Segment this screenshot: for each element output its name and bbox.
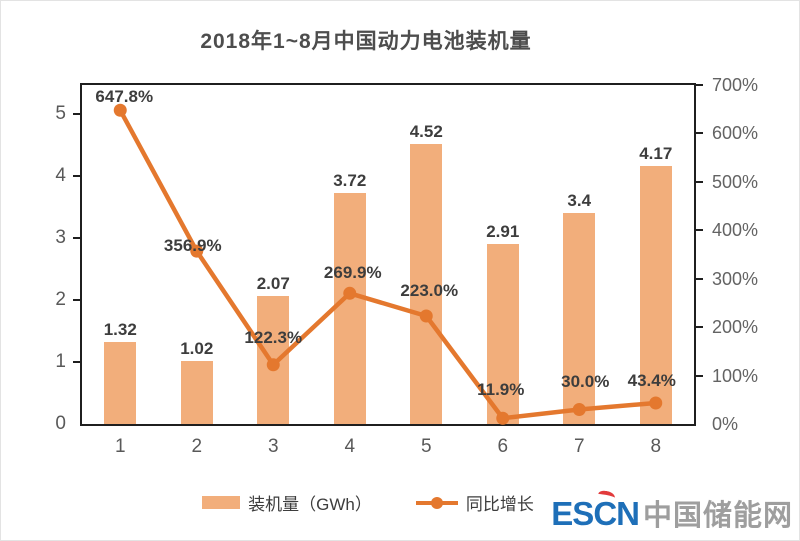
bar-value-label: 2.07 [256,273,290,293]
left-axis-tick-label: 4 [55,165,66,187]
bar-swatch-icon [202,496,241,509]
right-axis-tick [696,326,703,329]
left-axis-tick-label: 1 [55,351,66,373]
line-point [572,402,586,416]
x-axis-label-month-4: 4 [344,436,356,457]
legend-item-line: 同比增长 [415,490,534,515]
right-axis-tick [696,180,703,183]
right-axis-tick [696,374,703,377]
line-point [419,309,433,323]
right-axis-tick-label: 400% [712,220,759,241]
line-value-label: 122.3% [244,327,303,347]
legend-bar-label: 装机量（GWh） [248,495,372,514]
left-axis-tick-label: 2 [55,289,66,311]
line-point [496,411,510,425]
line-value-label: 11.9% [477,380,525,400]
x-axis-label-month-3: 3 [267,436,279,457]
bar-value-label: 2.91 [486,221,520,241]
right-axis-tick [696,84,703,86]
bar-month-4 [333,193,366,424]
line-path [118,109,656,421]
plot-area: 1.32 1.02 2.07 3.72 4.52 2.91 3.4 4.17 0 1 2 3 4 5 0% 1… [55,75,758,457]
right-axis-tick [696,229,703,232]
right-axis-tick-label: 500% [712,171,759,192]
right-axis-tick-label: 300% [712,268,759,289]
right-axis-tick-label: 700% [712,75,759,95]
left-axis-tick [73,175,80,178]
line-value-label: 356.9% [163,236,222,256]
right-axis-tick-label: 100% [712,365,759,386]
bar-value-label: 3.72 [333,171,367,191]
right-axis-tick [696,132,703,135]
right-axis-tick-label: 0% [712,414,739,434]
x-axis-label-month-7: 7 [573,436,585,457]
site-name-text: 中国储能网 [642,500,793,532]
line-value-label: 43.4% [627,370,676,390]
bar-month-5 [410,143,443,424]
x-axis-label-month-8: 8 [650,436,662,457]
bar-value-label: 4.17 [639,143,673,163]
left-axis-tick-label: 5 [55,103,66,125]
bar-value-label: 3.4 [567,191,592,211]
line-point [190,244,204,258]
bar-month-6 [486,243,519,424]
line-value-label: 647.8% [95,87,154,107]
bar-month-1 [104,342,137,424]
line-swatch-icon [415,496,458,509]
escn-logo-text: ESCN [551,495,640,532]
x-axis-label-month-2: 2 [191,436,203,457]
bar-value-label: 1.02 [180,338,214,358]
x-axis-label-month-5: 5 [420,436,432,457]
right-axis-tick-label: 600% [712,123,759,144]
x-axis-label-month-1: 1 [114,436,126,457]
line-point [649,396,663,410]
left-axis-tick [73,299,80,302]
watermark-logo: ESCN 中国储能网 [551,489,793,534]
line-point [113,103,127,117]
chart-title: 2018年1~8月中国动力电池装机量 [200,30,532,53]
legend-item-bar: 装机量（GWh） [202,490,372,515]
left-axis-tick-label: 3 [55,227,66,249]
line-point [343,286,357,300]
left-axis-tick [73,361,80,364]
left-axis-tick [73,113,80,116]
x-axis-label-month-6: 6 [497,436,509,457]
right-axis-tick-label: 200% [712,317,759,338]
bar-value-label: 1.32 [103,320,137,340]
legend: 装机量（GWh） 同比增长 [1,490,735,515]
bar-month-2 [180,360,213,424]
left-axis-tick-label: 0 [55,413,66,434]
line-value-label: 223.0% [400,281,459,300]
line-point [266,358,280,372]
line-value-label: 269.9% [323,263,382,283]
growth-line [113,103,663,425]
line-value-label: 30.0% [561,372,610,392]
legend-line-label: 同比增长 [465,495,534,514]
bar-month-7 [563,213,596,424]
bar-value-label: 4.52 [409,121,443,141]
right-axis-tick [696,277,703,280]
bar-month-8 [639,165,672,424]
left-axis-tick [73,237,80,240]
